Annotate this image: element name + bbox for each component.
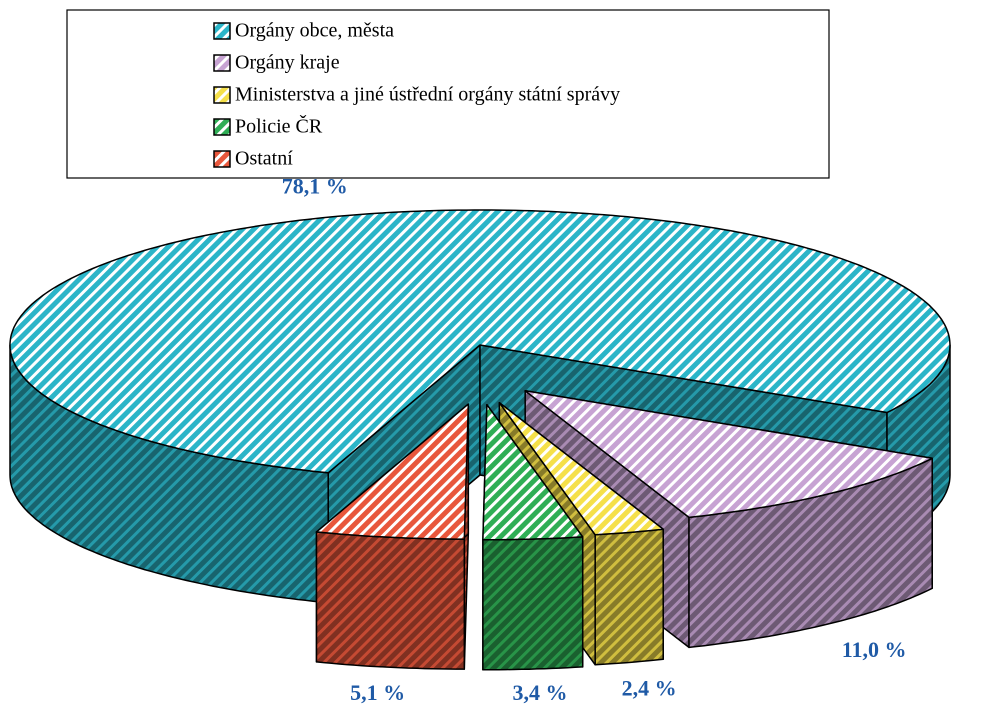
legend-label: Orgány kraje [235,52,340,74]
data-label: 11,0 % [842,637,907,662]
slice [482,403,584,671]
legend-label: Ostatní [235,148,293,170]
slice-top [482,403,584,541]
legend-swatch [213,150,231,168]
legend-label: Policie ČR [235,114,323,138]
legend-swatch [213,54,231,72]
slice-top [9,209,951,474]
data-label: 78,1 % [282,174,348,199]
legend-swatch [213,118,231,136]
data-label: 5,1 % [350,680,405,705]
slice-top [315,403,470,540]
slice-top [498,401,664,536]
legend-label: Orgány obce, města [235,20,394,42]
legend-box [66,9,830,179]
slice [315,403,470,670]
legend-label: Ministerstva a jiné ústřední orgány stát… [235,84,620,106]
legend-swatch [213,86,231,104]
slice-wall [315,531,466,670]
slice-wall [482,536,584,671]
slice-top [524,390,933,519]
legend-swatch [213,22,231,40]
slice-wall [594,528,664,666]
data-label: 2,4 % [622,675,677,700]
data-label: 3,4 % [513,680,568,705]
